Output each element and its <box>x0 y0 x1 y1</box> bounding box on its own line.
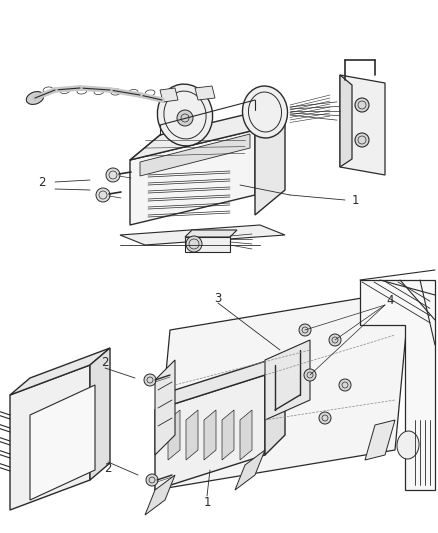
Polygon shape <box>185 237 230 252</box>
Polygon shape <box>204 410 216 460</box>
Polygon shape <box>145 475 175 515</box>
Circle shape <box>186 236 202 252</box>
Text: 1: 1 <box>203 496 211 508</box>
Polygon shape <box>10 365 90 510</box>
Polygon shape <box>222 410 234 460</box>
Text: 2: 2 <box>38 175 46 189</box>
Text: 2: 2 <box>101 357 109 369</box>
Circle shape <box>339 379 351 391</box>
Polygon shape <box>155 360 175 455</box>
Polygon shape <box>10 348 110 395</box>
Polygon shape <box>160 88 178 102</box>
Circle shape <box>355 98 369 112</box>
Polygon shape <box>365 420 395 460</box>
Polygon shape <box>155 355 285 410</box>
Polygon shape <box>155 375 265 490</box>
Polygon shape <box>90 348 110 480</box>
Circle shape <box>319 412 331 424</box>
Text: 4: 4 <box>386 294 394 306</box>
Ellipse shape <box>26 92 44 104</box>
Polygon shape <box>235 450 265 490</box>
Polygon shape <box>340 75 352 167</box>
Circle shape <box>177 110 193 126</box>
Polygon shape <box>186 410 198 460</box>
Ellipse shape <box>397 431 419 459</box>
Circle shape <box>329 334 341 346</box>
Polygon shape <box>120 225 285 245</box>
Polygon shape <box>130 105 285 160</box>
Circle shape <box>299 324 311 336</box>
Text: 3: 3 <box>214 292 222 304</box>
Ellipse shape <box>243 86 287 138</box>
Circle shape <box>304 369 316 381</box>
Polygon shape <box>140 134 250 176</box>
Circle shape <box>96 188 110 202</box>
Polygon shape <box>30 385 95 500</box>
Polygon shape <box>130 130 255 225</box>
Polygon shape <box>265 340 310 420</box>
Circle shape <box>355 133 369 147</box>
Polygon shape <box>240 410 252 460</box>
Polygon shape <box>195 86 215 100</box>
Ellipse shape <box>157 84 212 146</box>
Polygon shape <box>265 355 285 455</box>
Polygon shape <box>340 75 385 175</box>
Circle shape <box>106 168 120 182</box>
Circle shape <box>146 474 158 486</box>
Text: 2: 2 <box>104 462 112 474</box>
Text: 1: 1 <box>351 193 359 206</box>
Polygon shape <box>185 230 237 237</box>
Polygon shape <box>255 105 285 215</box>
Polygon shape <box>155 290 410 490</box>
Polygon shape <box>360 280 435 490</box>
Polygon shape <box>168 410 180 460</box>
Circle shape <box>144 374 156 386</box>
